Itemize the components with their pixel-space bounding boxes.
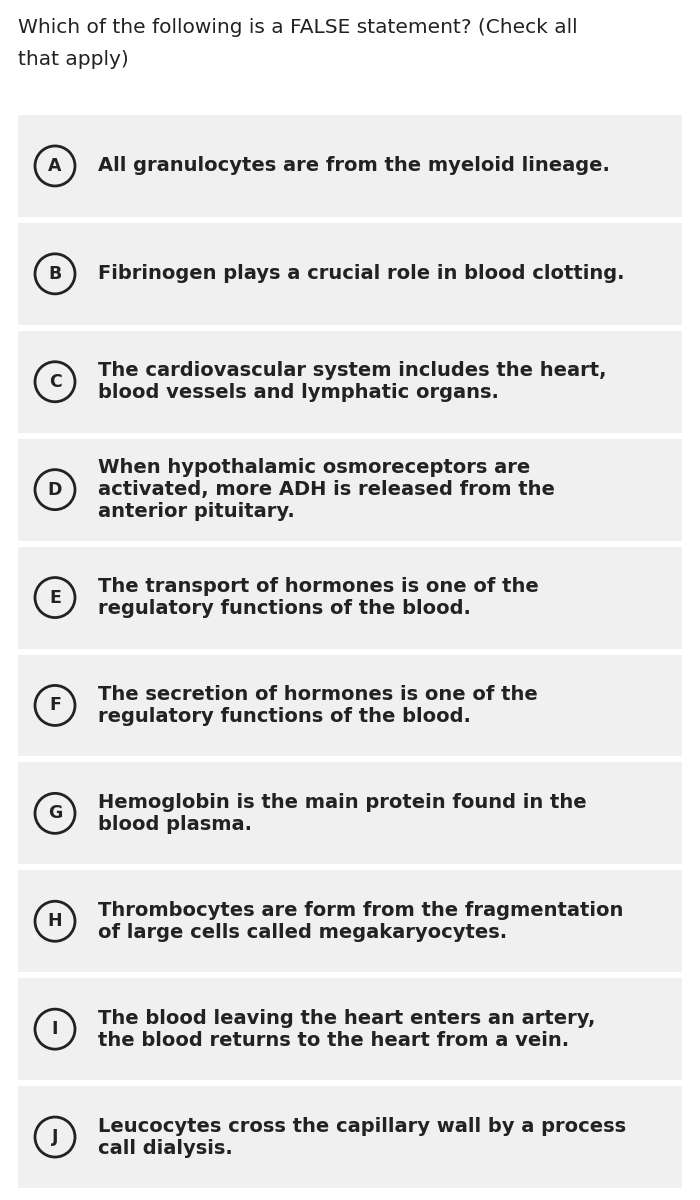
Text: Which of the following is a FALSE statement? (Check all: Which of the following is a FALSE statem… <box>18 18 578 37</box>
Text: of large cells called megakaryocytes.: of large cells called megakaryocytes. <box>98 923 507 942</box>
Text: D: D <box>48 481 62 499</box>
FancyBboxPatch shape <box>18 223 682 325</box>
Text: that apply): that apply) <box>18 50 129 68</box>
Text: C: C <box>48 373 62 391</box>
Text: All granulocytes are from the myeloid lineage.: All granulocytes are from the myeloid li… <box>98 156 610 175</box>
Text: the blood returns to the heart from a vein.: the blood returns to the heart from a ve… <box>98 1031 569 1050</box>
FancyBboxPatch shape <box>18 331 682 433</box>
Text: The secretion of hormones is one of the: The secretion of hormones is one of the <box>98 685 538 704</box>
Text: The blood leaving the heart enters an artery,: The blood leaving the heart enters an ar… <box>98 1009 596 1027</box>
FancyBboxPatch shape <box>18 870 682 972</box>
Text: G: G <box>48 804 62 822</box>
Text: H: H <box>48 912 62 930</box>
FancyBboxPatch shape <box>18 762 682 864</box>
FancyBboxPatch shape <box>18 1086 682 1188</box>
Text: regulatory functions of the blood.: regulatory functions of the blood. <box>98 707 471 726</box>
Text: The transport of hormones is one of the: The transport of hormones is one of the <box>98 577 539 596</box>
FancyBboxPatch shape <box>18 547 682 648</box>
Text: When hypothalamic osmoreceptors are: When hypothalamic osmoreceptors are <box>98 458 531 478</box>
Text: call dialysis.: call dialysis. <box>98 1139 232 1158</box>
Text: blood plasma.: blood plasma. <box>98 815 252 834</box>
Text: B: B <box>48 265 62 283</box>
FancyBboxPatch shape <box>18 978 682 1080</box>
FancyBboxPatch shape <box>18 439 682 540</box>
Text: E: E <box>49 588 61 606</box>
Text: blood vessels and lymphatic organs.: blood vessels and lymphatic organs. <box>98 383 499 402</box>
Text: activated, more ADH is released from the: activated, more ADH is released from the <box>98 480 555 499</box>
FancyBboxPatch shape <box>18 654 682 756</box>
Text: J: J <box>52 1128 58 1146</box>
Text: Leucocytes cross the capillary wall by a process: Leucocytes cross the capillary wall by a… <box>98 1116 626 1135</box>
Text: Thrombocytes are form from the fragmentation: Thrombocytes are form from the fragmenta… <box>98 901 624 919</box>
Text: The cardiovascular system includes the heart,: The cardiovascular system includes the h… <box>98 361 606 380</box>
Text: A: A <box>48 157 62 175</box>
Text: regulatory functions of the blood.: regulatory functions of the blood. <box>98 599 471 618</box>
FancyBboxPatch shape <box>18 115 682 217</box>
Text: I: I <box>52 1020 58 1038</box>
Text: Fibrinogen plays a crucial role in blood clotting.: Fibrinogen plays a crucial role in blood… <box>98 264 624 283</box>
Text: F: F <box>49 696 61 714</box>
Text: Hemoglobin is the main protein found in the: Hemoglobin is the main protein found in … <box>98 793 587 812</box>
Text: anterior pituitary.: anterior pituitary. <box>98 502 295 521</box>
